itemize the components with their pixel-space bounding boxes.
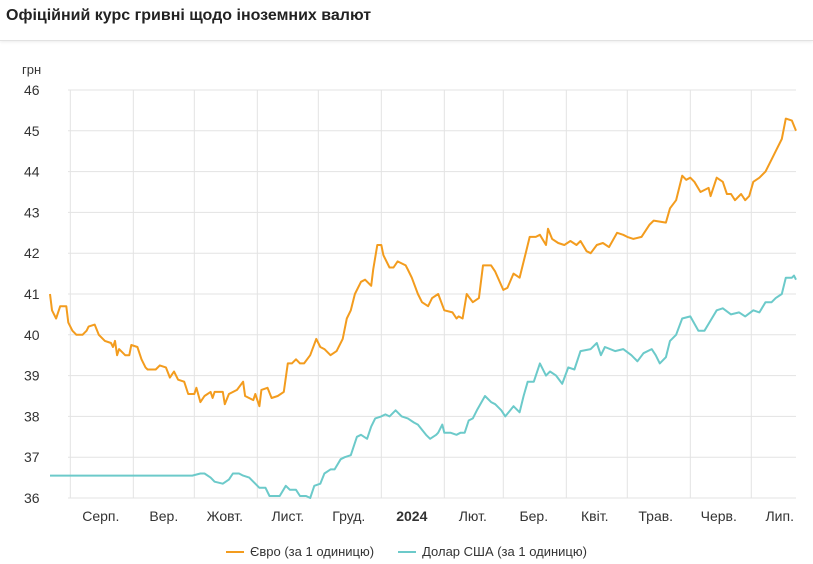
y-tick-label: 38 (24, 408, 40, 424)
y-tick-label: 45 (24, 123, 40, 139)
x-tick-label: Лют. (459, 508, 487, 524)
legend-label-usd: Долар США (за 1 одиницю) (422, 544, 587, 559)
x-tick-label: Вер. (149, 508, 178, 524)
legend-item-euro[interactable]: Євро (за 1 одиницю) (226, 544, 374, 559)
x-tick-label: 2024 (396, 508, 427, 524)
y-tick-label: 36 (24, 490, 40, 506)
x-tick-label: Трав. (638, 508, 673, 524)
x-tick-label: Бер. (519, 508, 548, 524)
legend-swatch-usd (398, 550, 417, 553)
x-tick-label: Лист. (271, 508, 304, 524)
x-tick-label: Жовт. (207, 508, 243, 524)
x-tick-label: Черв. (701, 508, 737, 524)
y-tick-label: 42 (24, 245, 40, 261)
line-chart: грн 36 37 38 39 40 41 42 43 44 45 46 Серп. Вер. Жовт. Л… (22, 62, 797, 524)
y-tick-label: 46 (24, 82, 40, 98)
legend-label-euro: Євро (за 1 одиницю) (250, 544, 375, 559)
y-tick-label: 44 (24, 164, 40, 180)
y-tick-label: 41 (24, 286, 40, 302)
y-tick-label: 37 (24, 449, 40, 465)
y-tick-label: 43 (24, 204, 40, 220)
x-tick-label: Лип. (765, 508, 793, 524)
y-axis-label: грн (22, 62, 41, 77)
y-tick-label: 39 (24, 368, 40, 384)
y-tick-label: 40 (24, 327, 40, 343)
series-line-usd (50, 274, 797, 499)
page-title: Офіційний курс гривні щодо іноземних вал… (6, 7, 372, 24)
header: Офіційний курс гривні щодо іноземних вал… (0, 0, 813, 41)
legend: Євро (за 1 одиницю) Долар США (за 1 один… (0, 544, 813, 559)
x-tick-label: Груд. (332, 508, 365, 524)
x-tick-label: Серп. (82, 508, 119, 524)
x-tick-label: Квіт. (581, 508, 608, 524)
series-line-euro (49, 117, 797, 408)
legend-swatch-euro (226, 550, 245, 553)
legend-item-usd[interactable]: Долар США (за 1 одиницю) (398, 544, 587, 559)
